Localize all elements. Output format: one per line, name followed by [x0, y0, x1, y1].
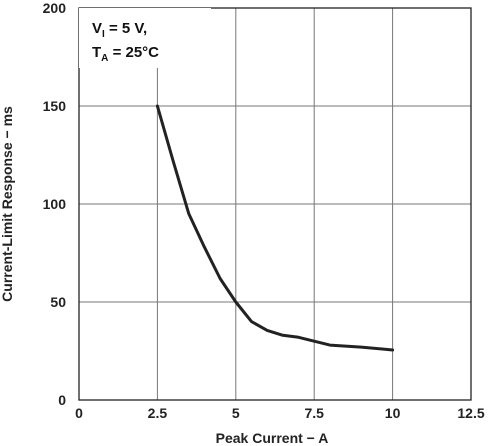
y-tick-labels: 0 50 100 150 200	[43, 0, 67, 408]
y-tick-label: 200	[43, 0, 67, 16]
y-tick-label: 50	[50, 294, 66, 310]
y-axis-label: Current-Limit Response − ms	[0, 106, 15, 302]
plot-frame	[78, 7, 472, 401]
series-line	[155, 104, 395, 352]
y-tick-label: 150	[43, 98, 67, 114]
x-tick-label: 10	[385, 405, 401, 421]
grid-lines	[79, 8, 471, 400]
x-tick-label: 7.5	[304, 405, 324, 421]
x-axis-label: Peak Current − A	[216, 430, 329, 446]
series-group	[155, 104, 395, 352]
y-tick-label: 100	[43, 196, 67, 212]
x-tick-label: 0	[75, 405, 83, 421]
annotation-box	[79, 8, 211, 68]
y-tick-label: 0	[58, 392, 66, 408]
annotation-line-2: TA = 25°C	[92, 44, 159, 64]
x-tick-label: 5	[232, 405, 240, 421]
x-tick-label: 2.5	[148, 405, 168, 421]
x-tick-label: 12.5	[457, 405, 484, 421]
annotation-line-1: VI = 5 V,	[92, 20, 147, 40]
x-tick-labels: 0 2.5 5 7.5 10 12.5	[75, 405, 485, 421]
